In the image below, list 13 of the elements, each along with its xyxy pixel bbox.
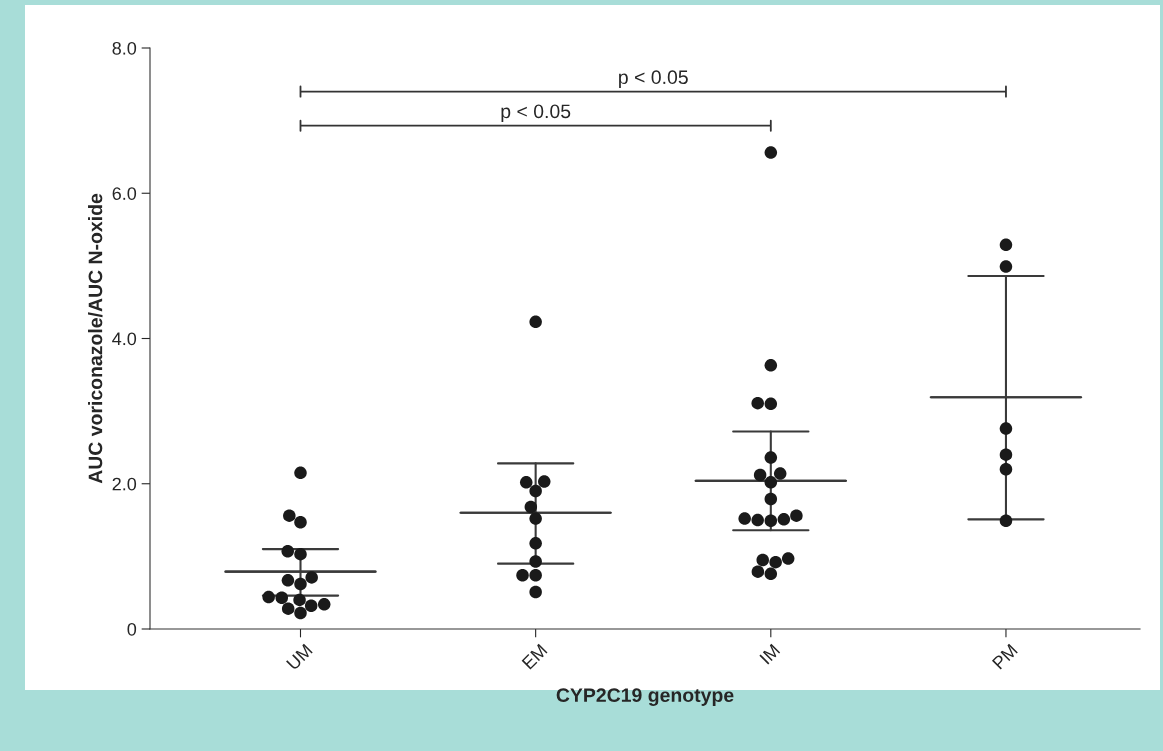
y-tick-label: 2.0: [112, 477, 137, 491]
y-tick-label: 8.0: [112, 41, 137, 55]
y-tick-label: 0: [127, 622, 137, 636]
y-axis-title: AUC voriconazole/AUC N-oxide: [88, 193, 103, 484]
x-tick-label: EM: [521, 643, 548, 670]
x-tick-label: PM: [991, 643, 1018, 670]
x-tick-label: UM: [286, 643, 313, 671]
y-tick-label: 4.0: [112, 332, 137, 346]
annotation: p < 0.05: [619, 70, 688, 88]
x-axis-title: CYP2C19 genotype: [556, 688, 734, 706]
annotation: p < 0.05: [501, 104, 571, 123]
x-tick-label: IM: [759, 643, 781, 665]
y-tick-label: 6.0: [112, 187, 137, 200]
